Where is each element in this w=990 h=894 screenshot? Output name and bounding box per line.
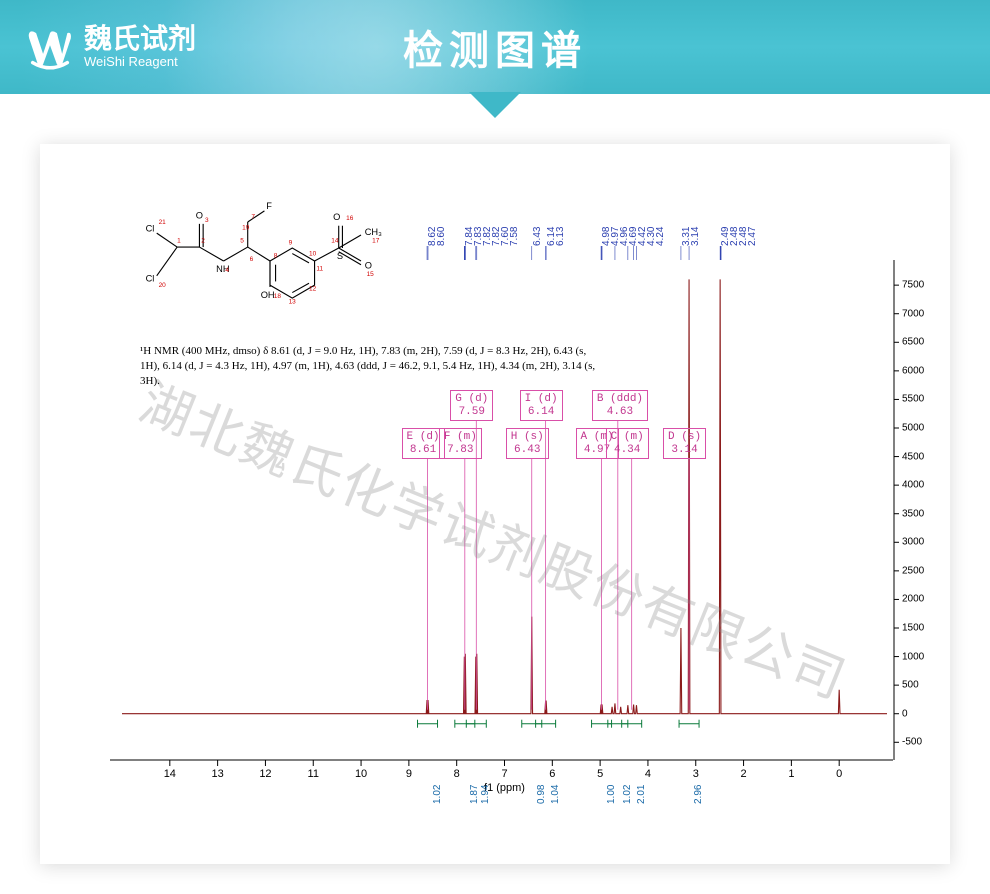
y-tick-label: 7500	[902, 280, 924, 291]
svg-text:13: 13	[289, 299, 297, 306]
svg-text:7: 7	[251, 213, 255, 220]
svg-text:9: 9	[289, 239, 293, 246]
svg-text:O: O	[333, 212, 340, 222]
svg-text:20: 20	[159, 282, 167, 289]
svg-text:2: 2	[201, 237, 205, 244]
molecule-structure-icon: ClCl O NH F OH O O S CH₃ 123 456 789 101…	[140, 196, 400, 335]
svg-text:17: 17	[372, 237, 380, 244]
integration-value: 1.02	[432, 785, 443, 804]
integration-value: 1.87	[469, 785, 480, 804]
chemical-shift-label: 7.58	[509, 227, 520, 246]
y-tick-label: 6000	[902, 365, 924, 376]
chemical-shift-label: 6.13	[555, 227, 566, 246]
chemical-shift-label: 2.47	[747, 227, 758, 246]
svg-text:S: S	[337, 251, 343, 261]
header-banner: 魏氏试剂 WeiShi Reagent 检测图谱	[0, 0, 990, 94]
x-tick-label: 0	[836, 768, 842, 780]
y-tick-label: 3000	[902, 537, 924, 548]
svg-text:Cl: Cl	[146, 273, 155, 283]
svg-text:11: 11	[316, 265, 323, 272]
x-tick-label: 12	[259, 768, 271, 780]
y-tick-label: 4000	[902, 480, 924, 491]
logo-icon	[24, 21, 76, 73]
nmr-caption: ¹H NMR (400 MHz, dmso) δ 8.61 (d, J = 9.…	[140, 344, 600, 389]
integration-value: 0.98	[536, 785, 547, 804]
y-tick-label: 7000	[902, 308, 924, 319]
svg-text:OH: OH	[261, 290, 275, 300]
peak-assignment-box: F (m)7.83	[439, 428, 482, 459]
svg-text:16: 16	[346, 215, 354, 222]
y-tick-label: -500	[902, 737, 922, 748]
x-tick-label: 5	[597, 768, 603, 780]
svg-text:19: 19	[242, 224, 250, 231]
peak-assignment-box: D (s)3.14	[663, 428, 706, 459]
report-card: ClCl O NH F OH O O S CH₃ 123 456 789 101…	[40, 144, 950, 864]
y-tick-label: 4500	[902, 451, 924, 462]
svg-text:4: 4	[225, 267, 229, 274]
svg-text:5: 5	[240, 237, 244, 244]
chemical-shift-label: 3.14	[690, 227, 701, 246]
svg-text:F: F	[266, 201, 272, 211]
svg-text:10: 10	[309, 250, 317, 257]
integration-value: 1.94	[480, 785, 491, 804]
y-tick-label: 2500	[902, 565, 924, 576]
svg-text:15: 15	[367, 271, 375, 278]
svg-text:8: 8	[274, 252, 278, 259]
x-tick-label: 1	[788, 768, 794, 780]
svg-text:3: 3	[205, 217, 209, 224]
svg-text:14: 14	[331, 237, 339, 244]
x-tick-label: 2	[741, 768, 747, 780]
x-tick-label: 8	[454, 768, 460, 780]
integration-value: 1.02	[622, 785, 633, 804]
integration-value: 1.00	[606, 785, 617, 804]
x-tick-label: 13	[212, 768, 224, 780]
peak-assignment-box: C (m)4.34	[606, 428, 649, 459]
y-tick-label: 1500	[902, 623, 924, 634]
y-tick-label: 2000	[902, 594, 924, 605]
y-tick-label: 6500	[902, 337, 924, 348]
y-tick-label: 1000	[902, 651, 924, 662]
y-tick-label: 3500	[902, 508, 924, 519]
svg-text:12: 12	[309, 286, 317, 293]
x-tick-label: 3	[693, 768, 699, 780]
svg-text:Cl: Cl	[146, 223, 155, 233]
chemical-shift-label: 6.43	[532, 227, 543, 246]
nmr-plot: ClCl O NH F OH O O S CH₃ 123 456 789 101…	[52, 168, 938, 852]
integration-value: 1.04	[550, 785, 561, 804]
x-tick-label: 11	[308, 768, 319, 780]
chemical-shift-label: 8.60	[436, 227, 447, 246]
x-tick-label: 4	[645, 768, 651, 780]
svg-text:1: 1	[177, 237, 181, 244]
chemical-shift-label: 4.24	[655, 227, 666, 246]
peak-assignment-box: I (d)6.14	[520, 390, 563, 421]
banner-title: 检测图谱	[403, 18, 587, 76]
svg-text:18: 18	[274, 293, 282, 300]
integration-value: 2.96	[693, 785, 704, 804]
logo-text-en: WeiShi Reagent	[84, 55, 196, 69]
x-tick-label: 9	[406, 768, 412, 780]
x-tick-label: 6	[549, 768, 555, 780]
x-tick-label: 14	[164, 768, 176, 780]
integration-value: 2.01	[636, 785, 647, 804]
y-tick-label: 5500	[902, 394, 924, 405]
x-tick-label: 10	[355, 768, 367, 780]
y-tick-label: 500	[902, 680, 919, 691]
svg-text:CH₃: CH₃	[365, 227, 382, 237]
svg-text:21: 21	[159, 219, 167, 226]
svg-text:O: O	[365, 260, 372, 270]
brand-logo: 魏氏试剂 WeiShi Reagent	[24, 21, 196, 73]
peak-assignment-box: B (ddd)4.63	[592, 390, 648, 421]
logo-text: 魏氏试剂 WeiShi Reagent	[84, 24, 196, 69]
y-tick-label: 0	[902, 708, 908, 719]
svg-text:O: O	[196, 210, 203, 220]
svg-text:6: 6	[250, 256, 254, 263]
y-tick-label: 5000	[902, 423, 924, 434]
peak-assignment-box: G (d)7.59	[450, 390, 493, 421]
logo-text-cn: 魏氏试剂	[84, 24, 196, 55]
x-tick-label: 7	[501, 768, 507, 780]
peak-assignment-box: H (s)6.43	[506, 428, 549, 459]
banner-pointer-icon	[469, 92, 521, 118]
